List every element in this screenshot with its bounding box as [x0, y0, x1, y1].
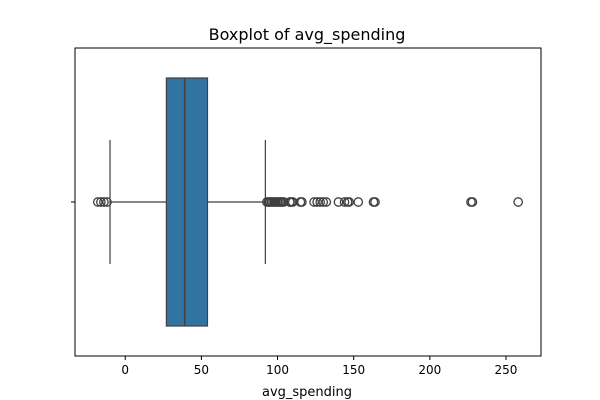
- outlier-point: [102, 197, 112, 207]
- x-axis-label: avg_spending: [262, 385, 352, 400]
- outlier-point: [99, 197, 109, 207]
- outlier-point: [344, 197, 354, 207]
- chart-title: Boxplot of avg_spending: [209, 25, 406, 45]
- outlier-point: [321, 197, 332, 207]
- x-tick-label: 50: [194, 363, 209, 377]
- outlier-point: [309, 197, 319, 207]
- outlier-point: [333, 197, 344, 207]
- outlier-point: [287, 197, 298, 207]
- box-group: [109, 77, 266, 327]
- x-tick-label: 150: [342, 363, 365, 377]
- outlier-point: [339, 197, 350, 207]
- outlier-point: [353, 197, 364, 207]
- outlier-point: [297, 197, 307, 207]
- outlier-point: [96, 197, 106, 207]
- x-tick-label: 0: [121, 363, 129, 377]
- outlier-point: [318, 197, 329, 207]
- outlier-point: [370, 197, 380, 207]
- x-tick-label: 250: [495, 363, 518, 377]
- x-tick-label: 200: [418, 363, 441, 377]
- x-tick-label: 100: [266, 363, 289, 377]
- outlier-point: [513, 197, 524, 207]
- outlier-point: [315, 197, 326, 207]
- x-axis: 0 50 100 150 200 250: [121, 356, 517, 377]
- outlier-point: [278, 197, 289, 207]
- outlier-point: [92, 197, 103, 207]
- outlier-point: [312, 197, 322, 207]
- iqr-box: [165, 77, 209, 327]
- outlier-group: [92, 197, 524, 207]
- outlier-point: [467, 197, 478, 207]
